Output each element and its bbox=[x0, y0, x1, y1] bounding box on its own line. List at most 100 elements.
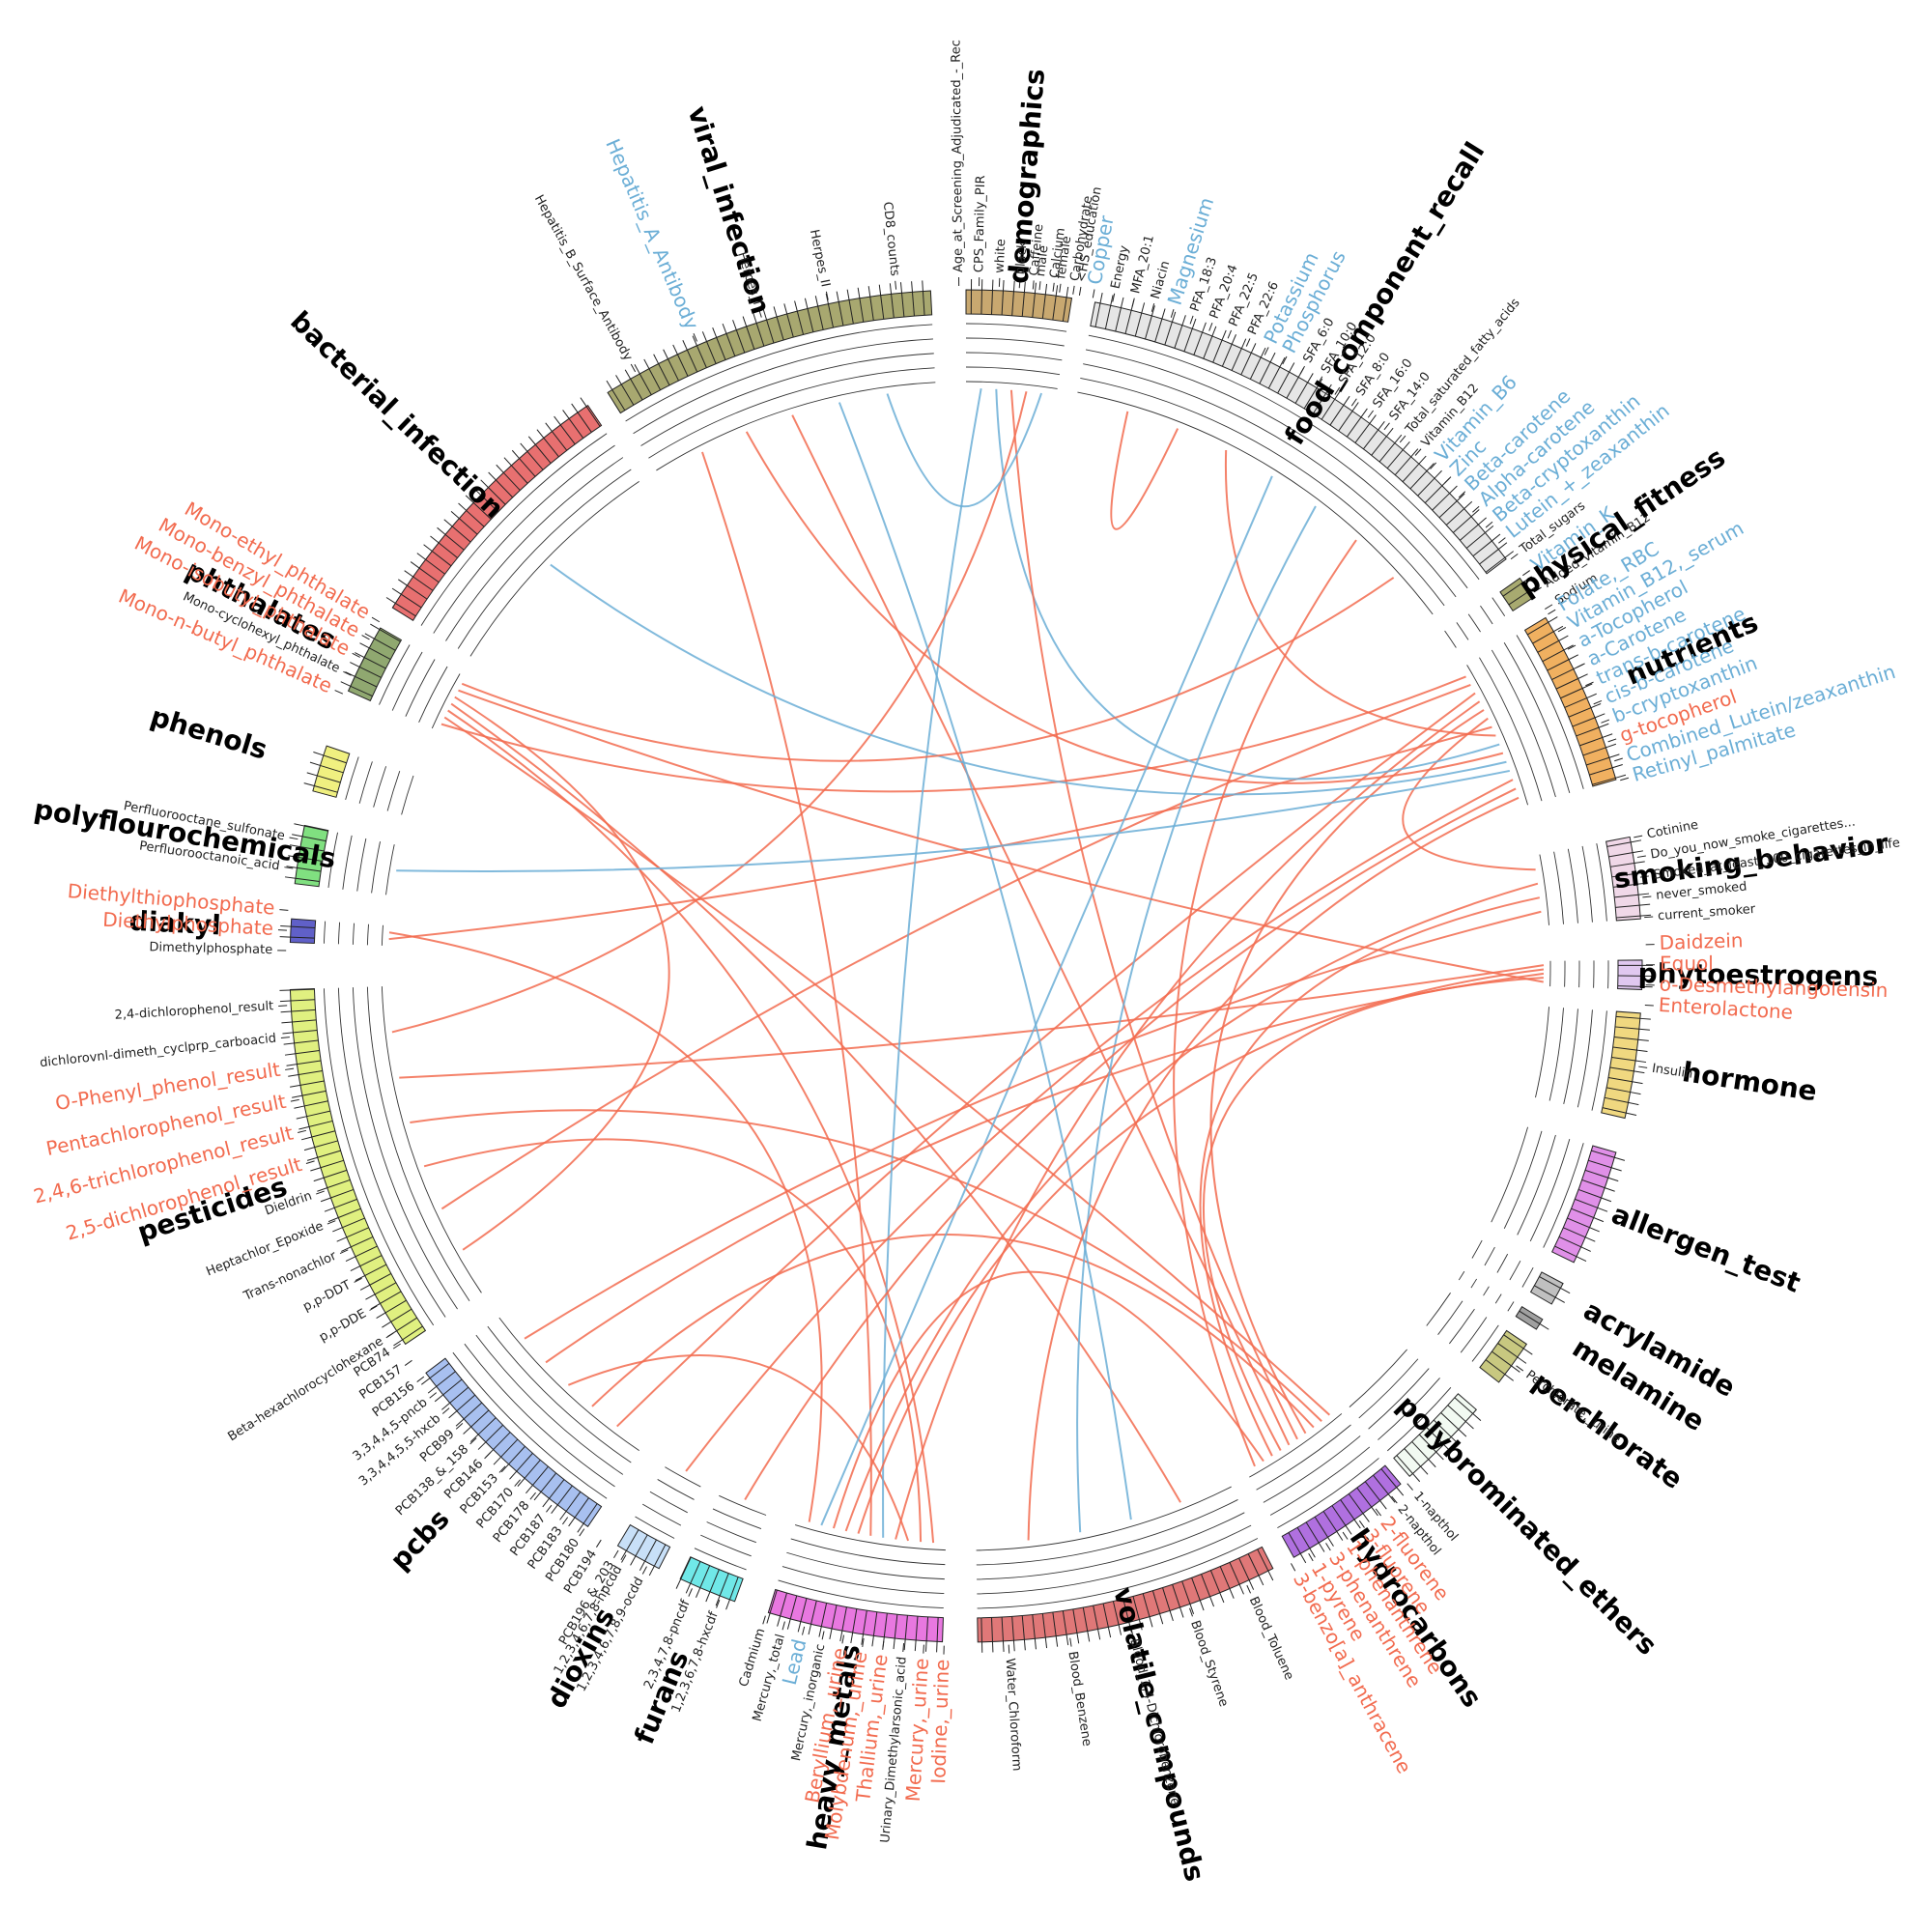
bar-divider bbox=[911, 292, 915, 317]
tick-mark bbox=[294, 823, 305, 827]
tick-mark bbox=[364, 633, 375, 639]
tick-mark bbox=[1279, 356, 1286, 368]
tick-mark bbox=[292, 834, 303, 838]
tick-mark bbox=[398, 579, 408, 586]
bar-divider bbox=[991, 290, 993, 315]
tick-mark bbox=[1615, 774, 1627, 779]
track bbox=[1349, 1349, 1407, 1407]
label-connector bbox=[1052, 282, 1055, 292]
track bbox=[712, 1508, 762, 1530]
bar-divider bbox=[1338, 411, 1353, 432]
tick-mark bbox=[1426, 463, 1435, 471]
label-connector bbox=[895, 280, 897, 290]
tick-mark bbox=[1231, 334, 1236, 345]
bar-divider bbox=[1373, 1474, 1389, 1494]
bar-divider bbox=[436, 1371, 456, 1387]
label-connector bbox=[825, 291, 829, 300]
bar-divider bbox=[519, 458, 536, 477]
bar-divider bbox=[880, 295, 885, 320]
tick-mark bbox=[1607, 1177, 1619, 1182]
tick-mark bbox=[332, 1227, 343, 1233]
label-connector bbox=[343, 670, 352, 676]
tick-mark bbox=[1369, 414, 1377, 424]
label-connector bbox=[1375, 1508, 1381, 1517]
bar-divider bbox=[418, 567, 440, 583]
track bbox=[337, 987, 446, 1318]
tick-mark bbox=[393, 1339, 403, 1347]
tick-mark bbox=[753, 312, 757, 324]
label-connector bbox=[498, 1465, 506, 1473]
track bbox=[386, 771, 401, 811]
bar-divider bbox=[290, 988, 315, 991]
bar-divider bbox=[696, 345, 707, 368]
bar-divider bbox=[848, 299, 854, 325]
bar-divider bbox=[407, 584, 428, 600]
track bbox=[358, 761, 373, 804]
sector-bar bbox=[391, 404, 603, 621]
bar-divider bbox=[463, 1402, 483, 1420]
label-connector bbox=[1245, 338, 1251, 347]
tick-mark bbox=[1353, 1519, 1361, 1529]
label-connector bbox=[762, 1615, 766, 1625]
bar-divider bbox=[1564, 697, 1587, 708]
tick-mark bbox=[712, 327, 718, 338]
sector-title: viral_infection bbox=[681, 102, 777, 318]
tick-mark bbox=[296, 1116, 307, 1120]
link bbox=[454, 696, 670, 1251]
feature-label: p,p-DDE bbox=[317, 1307, 369, 1346]
bar-divider bbox=[1402, 463, 1420, 483]
bar-divider bbox=[716, 337, 726, 360]
track bbox=[379, 644, 411, 705]
feature-label: Age_at_Screening_Adjudicated_-_Rec bbox=[949, 40, 966, 272]
bar-divider bbox=[477, 1417, 497, 1435]
bar-divider bbox=[565, 1492, 582, 1512]
bar-divider bbox=[1409, 470, 1428, 490]
bar-divider bbox=[1602, 1107, 1627, 1114]
tick-mark bbox=[370, 1303, 381, 1310]
bar-divider bbox=[1041, 1613, 1046, 1638]
tick-mark bbox=[1138, 1619, 1143, 1631]
track bbox=[1563, 1009, 1578, 1104]
bar-divider bbox=[1411, 1441, 1430, 1461]
bar-divider bbox=[925, 1616, 929, 1641]
bar-divider bbox=[350, 685, 373, 697]
label-connector bbox=[781, 1621, 785, 1631]
tick-mark bbox=[1608, 753, 1620, 758]
tick-mark bbox=[715, 1595, 721, 1606]
label-connector bbox=[339, 1249, 349, 1255]
bar-divider bbox=[776, 316, 784, 341]
tick-mark bbox=[846, 289, 850, 300]
tick-mark bbox=[1456, 493, 1465, 501]
tick-mark bbox=[1267, 1570, 1274, 1581]
bar-divider bbox=[699, 1565, 711, 1588]
tick-mark bbox=[1636, 1049, 1648, 1052]
tick-mark bbox=[441, 1402, 451, 1410]
bar-divider bbox=[502, 471, 521, 491]
track bbox=[1466, 665, 1528, 806]
tick-mark bbox=[292, 1094, 303, 1098]
bar-divider bbox=[1082, 1606, 1089, 1632]
track bbox=[1535, 1007, 1549, 1098]
link bbox=[882, 388, 982, 1538]
tick-mark bbox=[1639, 903, 1651, 906]
bar-divider bbox=[1558, 1236, 1581, 1248]
tick-mark bbox=[370, 623, 381, 631]
bar-divider bbox=[1277, 371, 1290, 394]
bar-divider bbox=[891, 294, 895, 319]
bar-divider bbox=[1052, 1611, 1057, 1636]
bar-divider bbox=[294, 1039, 319, 1044]
label-connector bbox=[613, 1549, 619, 1559]
link bbox=[440, 675, 1466, 793]
bar-divider bbox=[359, 1255, 383, 1267]
track bbox=[633, 338, 934, 435]
tick-mark bbox=[1586, 693, 1597, 699]
tick-mark bbox=[643, 358, 650, 369]
link bbox=[745, 431, 1504, 784]
link bbox=[391, 391, 1028, 1034]
tick-mark bbox=[1463, 500, 1473, 510]
tick-mark bbox=[1450, 1436, 1460, 1445]
bar-divider bbox=[1572, 717, 1596, 727]
tick-mark bbox=[496, 464, 504, 473]
feature-label: Blood_Benzene bbox=[1065, 1650, 1094, 1747]
tick-mark bbox=[1394, 434, 1403, 444]
